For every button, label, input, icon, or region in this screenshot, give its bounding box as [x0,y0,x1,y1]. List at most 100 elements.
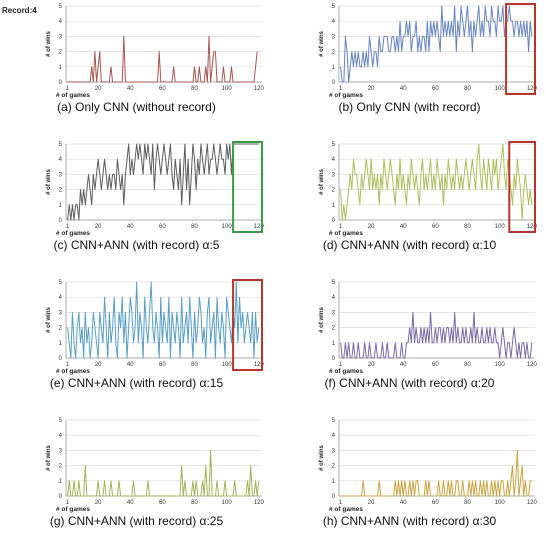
x-tick-label: 100 [495,500,506,506]
chart-panel-b: 0 1 2 3 4 5 1 20 40 60 80 100 120 # of wins # of games… [273,0,546,135]
series-line [340,5,533,83]
x-tick-label: 1 [339,86,343,92]
y-axis-label: # of wins [319,31,325,57]
x-tick-label: 120 [527,224,538,230]
y-tick-label: 2 [332,326,336,332]
x-tick-label: 80 [464,362,471,368]
highlight-box [232,279,264,371]
x-tick-label: 1 [339,224,343,230]
x-tick-label: 20 [95,500,102,506]
chart-panel-g: 0 1 2 3 4 5 1 20 40 60 80 100 120 # of wins # of games… [0,414,273,549]
x-tick-label: 80 [191,362,198,368]
chart-caption-b: (b) Only CNN (with record) [338,100,481,114]
chart-panel-d: 0 1 2 3 4 5 1 20 40 60 80 100 120 # of wins # of games… [273,138,546,273]
y-tick-label: 5 [332,142,336,148]
y-tick-label: 5 [59,142,63,148]
x-tick-label: 20 [368,362,375,368]
y-tick-label: 0 [59,494,63,500]
chart-caption-e: (e) CNN+ANN (with record) α:15 [49,376,224,390]
y-tick-label: 3 [332,172,336,178]
y-tick-label: 4 [59,157,63,163]
y-tick-label: 1 [59,479,63,485]
y-tick-label: 5 [59,280,63,286]
y-tick-label: 0 [332,218,336,224]
chart-caption-c: (c) CNN+ANN (with record) α:5 [53,238,220,252]
y-tick-label: 0 [332,356,336,362]
x-tick-label: 40 [127,86,134,92]
x-tick-label: 1 [339,362,343,368]
y-tick-label: 4 [59,19,63,25]
y-tick-label: 4 [332,19,336,25]
x-axis-label: # of games [329,230,363,237]
highlight-box [232,141,264,233]
y-tick-label: 1 [332,203,336,209]
y-tick-label: 3 [59,172,63,178]
y-tick-label: 1 [332,341,336,347]
y-tick-label: 3 [332,310,336,316]
chart-panel-f: 0 1 2 3 4 5 1 20 40 60 80 100 120 # of wins # of games… [273,276,546,411]
y-tick-label: 3 [332,448,336,454]
x-tick-label: 60 [159,86,166,92]
x-tick-label: 80 [464,500,471,506]
y-tick-label: 5 [59,4,63,10]
x-tick-label: 100 [495,362,506,368]
y-axis-label: # of wins [319,445,325,471]
y-tick-label: 5 [332,418,336,424]
x-tick-label: 120 [254,86,265,92]
highlight-box [505,3,537,95]
y-tick-label: 1 [332,65,336,71]
x-tick-label: 80 [191,224,198,230]
highlight-box [508,141,536,233]
x-tick-label: 100 [495,224,506,230]
y-tick-label: 3 [59,310,63,316]
y-tick-label: 2 [59,326,63,332]
y-axis-label: # of wins [319,169,325,195]
x-axis-label: # of games [329,368,363,375]
series-line [67,281,260,359]
x-tick-label: 80 [464,86,471,92]
y-tick-label: 1 [59,341,63,347]
x-axis-label: # of games [56,506,90,513]
x-tick-label: 120 [527,362,538,368]
x-tick-label: 1 [66,500,70,506]
x-tick-label: 40 [127,500,134,506]
x-tick-label: 20 [95,86,102,92]
y-tick-label: 5 [59,418,63,424]
x-tick-label: 120 [527,86,538,92]
y-axis-label: # of wins [46,31,52,57]
series-line [340,143,533,221]
x-tick-label: 120 [254,224,265,230]
y-axis-label: # of wins [46,307,52,333]
x-tick-label: 60 [159,362,166,368]
y-axis-label: # of wins [46,169,52,195]
x-tick-label: 60 [432,362,439,368]
y-tick-label: 2 [332,50,336,56]
page-title: Record:4 [2,6,37,15]
y-tick-label: 2 [59,50,63,56]
x-tick-label: 1 [66,86,70,92]
x-tick-label: 60 [432,224,439,230]
x-tick-label: 20 [95,362,102,368]
x-tick-label: 40 [400,86,407,92]
x-tick-label: 20 [368,500,375,506]
series-line [67,449,260,497]
y-tick-label: 0 [59,80,63,86]
x-tick-label: 1 [66,224,70,230]
x-tick-label: 40 [127,362,134,368]
y-tick-label: 4 [332,295,336,301]
x-tick-label: 60 [159,500,166,506]
y-tick-label: 5 [332,4,336,10]
y-tick-label: 2 [59,464,63,470]
x-tick-label: 100 [222,362,233,368]
series-line [340,449,532,497]
y-tick-label: 0 [59,218,63,224]
y-axis-label: # of wins [319,307,325,333]
y-tick-label: 2 [59,188,63,194]
x-tick-label: 120 [527,500,538,506]
